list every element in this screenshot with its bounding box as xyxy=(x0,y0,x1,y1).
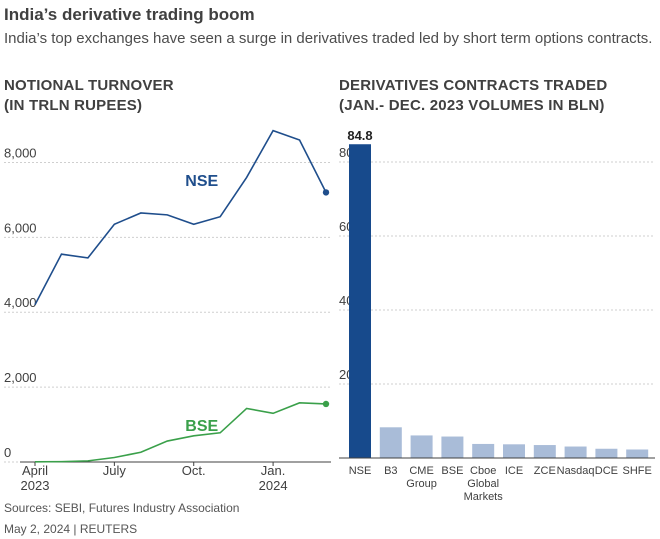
bar-shfe xyxy=(626,449,649,458)
bar-category-label: ICE xyxy=(505,465,523,477)
right-panel-title: DERIVATIVES CONTRACTS TRADED (JAN.- DEC.… xyxy=(339,76,607,116)
credit-note: May 2, 2024 | REUTERS xyxy=(4,522,138,536)
line-x-tick-label: July xyxy=(103,463,127,478)
line-x-tick-label: Jan. xyxy=(261,463,286,478)
line-y-tick-label: 6,000 xyxy=(4,220,37,235)
bar-cme-group xyxy=(410,435,433,458)
line-x-tick-label-year: 2024 xyxy=(259,478,288,493)
bar-category-label: CME xyxy=(409,465,433,477)
line-y-tick-label: 2,000 xyxy=(4,370,37,385)
bar-category-label: B3 xyxy=(384,465,397,477)
bar-category-label: ZCE xyxy=(534,465,556,477)
right-panel-title-line2: (JAN.- DEC. 2023 VOLUMES IN BLN) xyxy=(339,97,605,114)
bar-category-label: SHFE xyxy=(623,465,652,477)
bar-value-label: 84.8 xyxy=(347,128,372,143)
bar-nse xyxy=(349,144,371,459)
series-point-bse xyxy=(322,400,330,408)
chart-subtitle: India’s top exchanges have seen a surge … xyxy=(4,30,653,47)
left-panel-title: NOTIONAL TURNOVER (IN TRLN RUPEES) xyxy=(4,76,174,116)
bar-b3 xyxy=(379,427,402,458)
bar-category-label: Global xyxy=(467,478,499,490)
series-label-nse: NSE xyxy=(185,173,218,190)
bar-category-label: Cboe xyxy=(470,465,496,477)
bar-category-label: NSE xyxy=(349,465,372,477)
right-panel-title-line1: DERIVATIVES CONTRACTS TRADED xyxy=(339,77,608,94)
chart-title: India’s derivative trading boom xyxy=(4,5,255,24)
bar-category-label: Group xyxy=(406,478,437,490)
bar-cboe-global-markets xyxy=(472,443,495,458)
left-panel-title-line1: NOTIONAL TURNOVER xyxy=(4,77,174,94)
series-point-nse xyxy=(322,189,330,196)
bar-category-label: Markets xyxy=(464,491,504,503)
bar-bse xyxy=(441,436,464,458)
series-label-bse: BSE xyxy=(185,418,218,435)
line-x-tick-label-year: 2023 xyxy=(21,478,50,493)
line-x-tick-label: Oct. xyxy=(182,463,206,478)
series-line-nse xyxy=(34,129,327,306)
source-note: Sources: SEBI, Futures Industry Associat… xyxy=(4,501,240,515)
bar-nasdaq xyxy=(564,446,587,458)
bar-zce xyxy=(533,445,556,458)
bar-category-label: DCE xyxy=(595,465,618,477)
line-x-tick-label: April xyxy=(22,463,48,478)
bar-category-label: BSE xyxy=(441,465,463,477)
line-y-tick-label: 8,000 xyxy=(4,145,37,160)
bar-dce xyxy=(595,448,618,458)
bar-ice xyxy=(503,444,525,458)
series-line-bse xyxy=(34,402,327,463)
left-panel-title-line2: (IN TRLN RUPEES) xyxy=(4,97,143,114)
bar-category-label: Nasdaq xyxy=(557,465,595,477)
line-y-tick-label: 0 xyxy=(4,445,11,460)
line-y-tick-label: 4,000 xyxy=(4,295,37,310)
